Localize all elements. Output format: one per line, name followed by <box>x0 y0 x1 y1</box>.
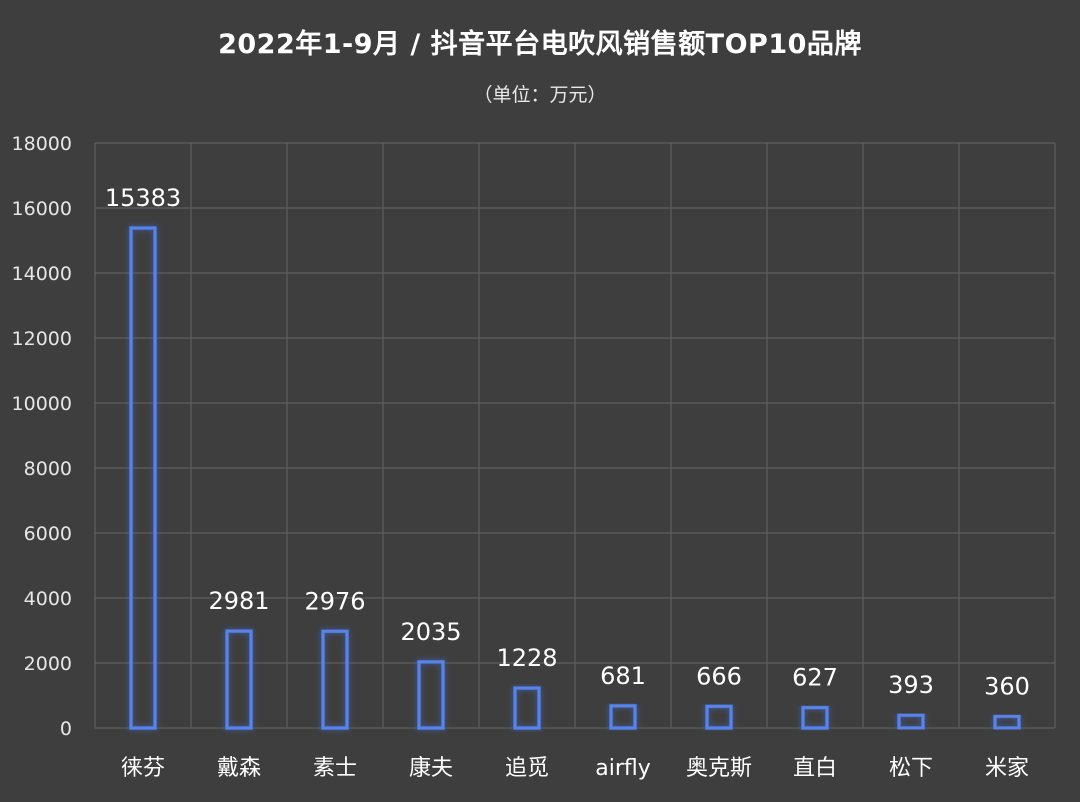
y-tick-label: 10000 <box>12 393 72 415</box>
bar <box>129 226 157 730</box>
x-category-label: 徕芬 <box>121 756 165 781</box>
bar-glow <box>705 704 733 730</box>
x-category-label: 康夫 <box>409 756 453 781</box>
bar-value-label: 681 <box>600 662 646 690</box>
y-tick-label: 6000 <box>24 523 72 545</box>
y-tick-label: 8000 <box>24 458 72 480</box>
bar <box>417 660 445 730</box>
bar-value-label: 1228 <box>496 644 557 672</box>
bar-glow <box>609 703 637 730</box>
bar <box>801 706 829 730</box>
x-category-label: 直白 <box>793 756 837 781</box>
y-tick-label: 14000 <box>12 263 72 285</box>
y-tick-label: 12000 <box>12 328 72 350</box>
bar <box>897 713 925 730</box>
x-category-label: 米家 <box>985 756 1029 781</box>
bar-glow <box>321 629 349 731</box>
bar-value-label: 666 <box>696 662 742 690</box>
bar-glow <box>993 714 1021 730</box>
bar-value-label: 2035 <box>400 618 461 646</box>
y-tick-label: 2000 <box>24 653 72 675</box>
bar-value-label: 360 <box>984 672 1030 700</box>
bar <box>513 686 541 730</box>
bar-value-label: 2981 <box>208 587 269 615</box>
bar-value-label: 2976 <box>304 587 365 615</box>
y-tick-label: 18000 <box>12 133 72 155</box>
bar-value-label: 15383 <box>105 184 181 212</box>
bar-value-label: 627 <box>792 664 838 692</box>
y-tick-label: 16000 <box>12 198 72 220</box>
y-tick-label: 4000 <box>24 588 72 610</box>
chart-subtitle: （单位：万元） <box>473 84 607 106</box>
bar-glow <box>225 629 253 730</box>
bar <box>321 629 349 730</box>
bar <box>993 714 1021 730</box>
y-tick-label: 0 <box>60 718 72 740</box>
bar <box>705 704 733 730</box>
x-category-label: 素士 <box>313 756 357 781</box>
x-category-label: 松下 <box>889 756 933 781</box>
bar-glow <box>801 705 829 730</box>
bar <box>225 629 253 730</box>
bar <box>609 704 637 730</box>
x-category-label: 奥克斯 <box>686 756 752 781</box>
bar-glow <box>417 659 445 730</box>
bar-glow <box>897 713 925 730</box>
bar-glow <box>129 226 157 731</box>
bar-glow <box>513 686 541 731</box>
x-category-label: 戴森 <box>217 756 261 781</box>
chart-title: 2022年1-9月 / 抖音平台电吹风销售额TOP10品牌 <box>218 29 862 60</box>
bar-value-label: 393 <box>888 671 934 699</box>
x-category-label: 追觅 <box>505 756 549 781</box>
x-category-label: airfly <box>595 756 651 781</box>
